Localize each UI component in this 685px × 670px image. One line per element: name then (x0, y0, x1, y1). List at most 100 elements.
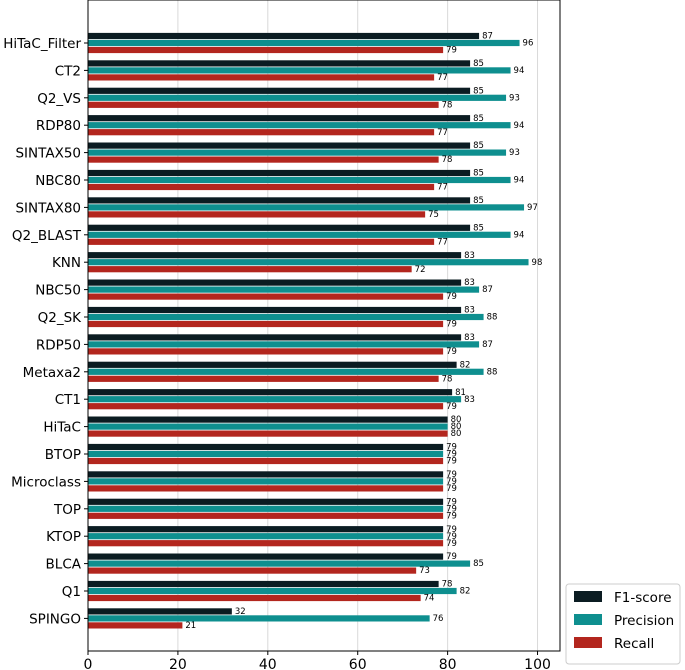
bar-recall (88, 74, 435, 81)
bar-f1-score (88, 252, 462, 259)
x-tick-label: 80 (439, 657, 457, 670)
bar-f1-score (88, 361, 457, 368)
value-label: 79 (446, 511, 457, 521)
bar-precision (88, 478, 444, 485)
value-label: 79 (446, 347, 457, 357)
bar-f1-score (88, 60, 471, 67)
value-label: 79 (446, 539, 457, 549)
bar-recall (88, 457, 444, 465)
value-label: 74 (424, 594, 435, 604)
value-label: 83 (464, 333, 475, 343)
bar-f1-score (88, 608, 232, 615)
value-label: 94 (514, 121, 525, 131)
bar-precision (88, 533, 444, 540)
value-label: 77 (437, 128, 448, 138)
category-label: NBC80 (35, 173, 81, 189)
bar-f1-score (88, 471, 444, 478)
category-label: HiTaC_Filter (3, 36, 81, 52)
value-label: 78 (442, 374, 453, 384)
category-label: HiTaC (43, 420, 81, 436)
value-label: 85 (473, 559, 484, 569)
bar-f1-score (88, 443, 444, 451)
value-label: 79 (446, 457, 457, 467)
category-label: BLCA (46, 557, 82, 573)
bar-f1-score (88, 32, 480, 40)
value-label: 79 (446, 504, 457, 514)
bar-recall (88, 293, 444, 300)
value-label: 93 (509, 148, 520, 158)
value-label: 78 (442, 155, 453, 165)
bar-recall (88, 348, 444, 355)
category-label: Metaxa2 (23, 365, 81, 381)
value-label: 77 (437, 183, 448, 193)
value-label: 73 (419, 566, 430, 576)
bar-recall (88, 375, 439, 382)
value-label: 79 (446, 443, 457, 453)
bar-precision (88, 313, 484, 321)
value-label: 79 (446, 46, 457, 56)
value-label: 80 (451, 429, 462, 439)
bar-recall (88, 129, 435, 136)
bar-precision (88, 204, 525, 211)
x-ticks: 0 20 40 60 80 100 (84, 651, 551, 670)
value-label: 79 (446, 470, 457, 480)
category-label: TOP (53, 502, 81, 518)
value-label: 87 (482, 285, 493, 295)
value-label: 83 (464, 306, 475, 316)
value-label: 97 (527, 203, 538, 213)
bar-precision (88, 368, 484, 375)
bar-precision (88, 341, 480, 348)
value-label: 94 (514, 230, 525, 240)
bar-recall (88, 403, 444, 410)
category-label: RDP80 (36, 118, 81, 134)
value-label: 94 (514, 66, 525, 76)
bar-f1-score (88, 306, 462, 314)
bar-precision (88, 149, 507, 156)
x-tick-label: 40 (259, 657, 277, 670)
bar-precision (88, 450, 444, 458)
bar-precision (88, 615, 430, 622)
bar-precision (88, 67, 511, 74)
category-label: Q2_VS (37, 91, 81, 107)
x-tick-label: 20 (169, 657, 187, 670)
bar-recall (88, 512, 444, 519)
bar-f1-score (88, 115, 471, 122)
value-label: 81 (455, 388, 466, 398)
bar-precision (88, 122, 511, 129)
value-label: 78 (442, 100, 453, 110)
bar-recall (88, 567, 417, 574)
category-labels: HiTaC_Filter CT2 Q2_VS RDP80 SINTAX50 NBC80 SI… (3, 36, 88, 627)
category-label: KNN (52, 255, 81, 271)
value-labels: 87 96 79 85 94 77 85 93 78 85 94 77 85 93 78 85 94 77 85 97… (185, 32, 542, 631)
value-label: 83 (464, 395, 475, 405)
bar-recall (88, 211, 426, 218)
value-label: 80 (451, 422, 462, 432)
bar-f1-score (88, 389, 453, 396)
value-label: 21 (185, 621, 196, 631)
value-label: 88 (487, 367, 498, 377)
value-label: 79 (446, 402, 457, 412)
bar-recall (88, 266, 412, 273)
plot-frame (87, 0, 561, 652)
bar-precision (88, 587, 457, 595)
bar-f1-score (88, 580, 439, 588)
value-label: 79 (446, 320, 457, 330)
category-label: Q1 (62, 584, 81, 600)
value-label: 85 (473, 114, 484, 124)
value-label: 72 (415, 265, 426, 275)
value-label: 79 (446, 525, 457, 535)
value-label: 79 (446, 477, 457, 487)
bar-recall (88, 46, 444, 54)
bar-recall (88, 540, 444, 547)
value-label: 78 (442, 580, 453, 590)
bar-precision (88, 286, 480, 293)
category-label: RDP50 (36, 337, 81, 353)
legend-label: Precision (614, 613, 674, 629)
category-label: CT2 (55, 63, 81, 79)
bar-recall (88, 594, 421, 602)
bar-recall (88, 183, 435, 191)
bar-recall (88, 485, 444, 492)
x-tick-label: 0 (84, 657, 93, 670)
value-label: 79 (446, 292, 457, 302)
category-label: SINTAX50 (15, 146, 81, 162)
